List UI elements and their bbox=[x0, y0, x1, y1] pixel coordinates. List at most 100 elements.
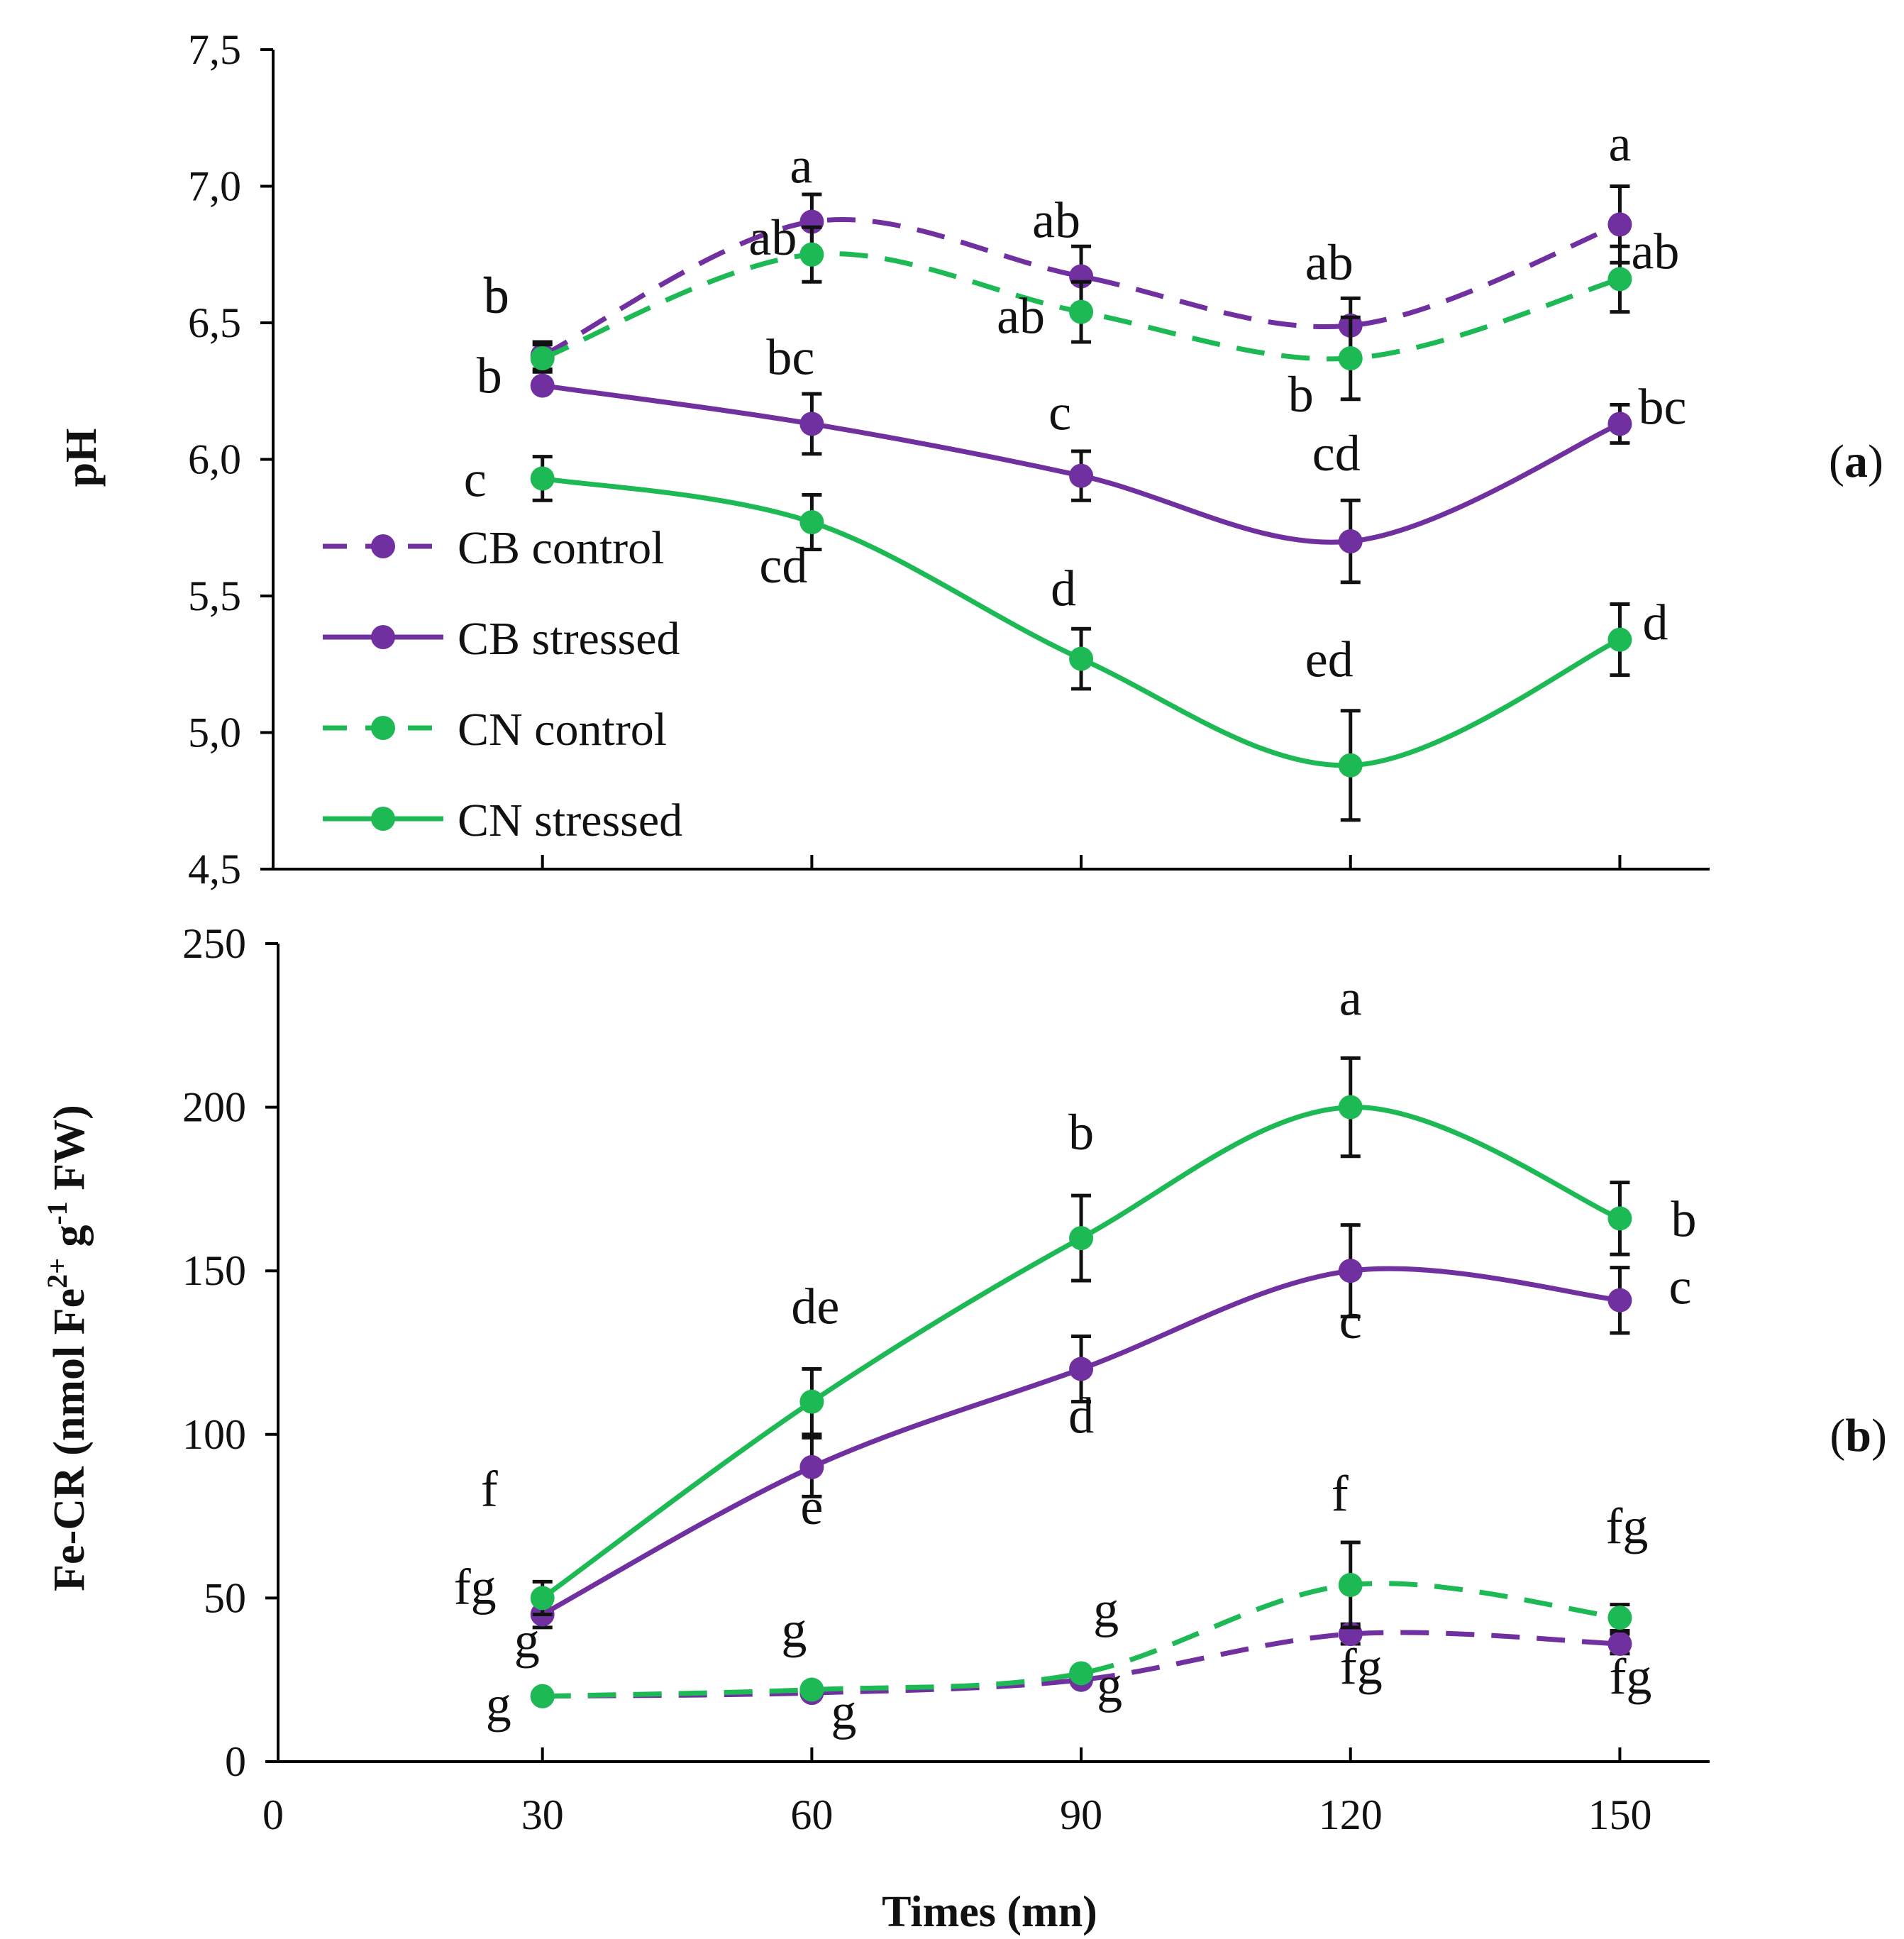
panel-a-sig-letter: d bbox=[1642, 595, 1668, 651]
panel-b-point-cn-control bbox=[799, 1677, 824, 1702]
panel-a-sig-letter: b bbox=[477, 348, 502, 404]
legend-item-cb-control: CB control bbox=[323, 522, 665, 574]
panel-b-point-cb-control bbox=[1607, 1631, 1632, 1656]
panel-a-sig-letter: b bbox=[484, 267, 509, 324]
panel-b-y-tick-label: 50 bbox=[204, 1574, 246, 1621]
panel-a-point-cn-control bbox=[1607, 267, 1632, 292]
panel-b-tag: (b) bbox=[1830, 1410, 1887, 1462]
panel-a-line-cb-control bbox=[541, 217, 1621, 358]
panel-b-x-tick-label: 90 bbox=[1060, 1791, 1102, 1838]
panel-a-point-cn-control bbox=[1069, 299, 1094, 324]
legend-label: CB stressed bbox=[458, 613, 680, 665]
panel-a-y-tick-label: 4,5 bbox=[188, 846, 241, 893]
panel-b-sig-letter: g bbox=[1093, 1581, 1119, 1638]
panel-b-point-cn-control bbox=[1338, 1572, 1363, 1597]
panel-b-x-tick-label: 150 bbox=[1588, 1791, 1651, 1838]
panel-a-point-cb-control bbox=[1607, 212, 1632, 237]
panel-b-sig-letter: fg bbox=[454, 1558, 497, 1615]
panel-a-point-cb-stressed bbox=[530, 373, 555, 398]
panel-b-ylabel-mid: g bbox=[45, 1225, 94, 1259]
panel-a-sig-letter: ab bbox=[748, 209, 797, 266]
panel-b-sig-letter: g bbox=[514, 1612, 540, 1669]
panel-a-sig-letter: ab bbox=[997, 288, 1045, 345]
panel-a-point-cn-control bbox=[799, 242, 824, 267]
panel-b-x-tick-label: 120 bbox=[1319, 1791, 1383, 1838]
legend-label: CN stressed bbox=[458, 795, 682, 846]
panel-a-y-tick-label: 7,0 bbox=[188, 163, 241, 210]
panel-a-point-cb-stressed bbox=[1338, 529, 1363, 553]
panel-a-point-cn-stressed bbox=[530, 466, 555, 491]
panel-a-sig-letter: c bbox=[1048, 385, 1071, 441]
panel-a-sig-letter: b bbox=[484, 267, 509, 324]
panel-b-y-tick-label: 250 bbox=[182, 920, 246, 967]
panel-a-sig-letter: bc bbox=[766, 328, 814, 385]
panel-b-point-cn-stressed bbox=[799, 1389, 824, 1414]
panel-a-y-ticks: 4,5 5,0 5,5 6,0 6,5 7,0 7,5 bbox=[188, 26, 273, 893]
panel-b-ylabel-pre: Fe-CR (nmol Fe bbox=[45, 1288, 94, 1591]
panel-a-point-cn-stressed bbox=[1607, 627, 1632, 652]
legend-label: CB control bbox=[458, 522, 665, 574]
legend-swatch-marker bbox=[371, 716, 395, 740]
panel-b-x-tick-label: 60 bbox=[790, 1791, 833, 1838]
panel-a-y-tick-label: 5,0 bbox=[188, 709, 241, 756]
panel-a-sig-letter: cd bbox=[1312, 425, 1361, 482]
panel-a-y-tick-label: 6,0 bbox=[188, 436, 241, 483]
panel-b-sig-letter: fg bbox=[1609, 1648, 1651, 1705]
panel-b-sig-letter: d bbox=[1068, 1388, 1094, 1444]
panel-b-y-ticks: 0 50 100 150 200 250 bbox=[182, 920, 278, 1785]
panel-b-sig-letter: f bbox=[481, 1460, 498, 1517]
panel-b-y-tick-label: 200 bbox=[182, 1084, 246, 1131]
legend-item-cn-stressed: CN stressed bbox=[323, 795, 682, 846]
legend-label: CN control bbox=[458, 704, 667, 756]
panel-a-sig-letter: ab bbox=[1305, 234, 1354, 291]
panel-a-tag: (a) bbox=[1829, 436, 1883, 487]
panel-a-point-cn-stressed bbox=[1069, 646, 1094, 671]
panel-a-point-cn-control bbox=[530, 346, 555, 371]
panel-b-x-tick-label: 30 bbox=[521, 1791, 564, 1838]
panel-a-sig-letter: b bbox=[1288, 366, 1314, 423]
panel-a-y-tick-label: 6,5 bbox=[188, 299, 241, 346]
panel-b-ylabel-sup1: 2+ bbox=[41, 1258, 73, 1288]
panel-a-sig-letter: a bbox=[1608, 115, 1631, 172]
panel-b-point-cn-stressed bbox=[1338, 1095, 1363, 1120]
panel-b-ylabel-post: FW) bbox=[45, 1105, 94, 1201]
panel-a-series-cn-stressed bbox=[530, 455, 1632, 822]
panel-a-sig-letter: ed bbox=[1305, 631, 1354, 688]
panel-b-point-cn-stressed bbox=[1607, 1206, 1632, 1231]
legend-swatch-marker bbox=[371, 625, 395, 649]
legend: CB control CB stressed CN control CN stress… bbox=[323, 522, 682, 846]
panel-a-line-cn-stressed bbox=[542, 475, 1621, 768]
panel-a-sig-letter: a bbox=[790, 138, 812, 194]
panel-a-sig-letter: d bbox=[1051, 560, 1076, 617]
panel-b-series-cb-stressed bbox=[530, 1223, 1632, 1630]
panel-b-ylabel-sup2: -1 bbox=[41, 1201, 73, 1225]
panel-b: 0 50 100 150 200 250 0 30 60 90 120 150 Fe-CR (nmo… bbox=[41, 920, 1887, 1936]
panel-a-series-cn-control bbox=[530, 225, 1632, 402]
panel-a-plot bbox=[530, 184, 1632, 822]
panel-b-y-tick-label: 150 bbox=[182, 1247, 246, 1294]
panel-b-sig-letter: g bbox=[486, 1676, 511, 1733]
panel-a-tag-letter: a bbox=[1844, 436, 1868, 487]
legend-swatch-marker bbox=[371, 534, 395, 558]
panel-b-plot bbox=[530, 1056, 1632, 1708]
panel-b-point-cn-control bbox=[1069, 1661, 1094, 1686]
legend-item-cn-control: CN control bbox=[323, 704, 667, 756]
panel-a-sig-letter: ab bbox=[1032, 192, 1080, 249]
panel-b-point-cn-stressed bbox=[530, 1586, 555, 1611]
panel-b-series-cn-control bbox=[530, 1540, 1632, 1708]
panel-a-point-cb-stressed bbox=[799, 411, 824, 436]
panel-b-sig-letter: g bbox=[781, 1601, 807, 1658]
panel-b-point-cn-control bbox=[1607, 1606, 1632, 1630]
panel-b-sig-letter: f bbox=[1332, 1465, 1349, 1522]
panel-b-point-cb-stressed bbox=[1607, 1288, 1632, 1313]
panel-a-sig-letter: bc bbox=[1638, 378, 1686, 435]
panel-a-point-cn-control bbox=[1338, 346, 1363, 371]
panel-a-point-cb-stressed bbox=[1607, 411, 1632, 436]
panel-a-sig-letter: c bbox=[464, 451, 487, 507]
legend-swatch-marker bbox=[371, 807, 395, 831]
panel-b-sig-letter: fg bbox=[1340, 1638, 1383, 1695]
panel-a-series-cb-stressed bbox=[530, 373, 1632, 585]
